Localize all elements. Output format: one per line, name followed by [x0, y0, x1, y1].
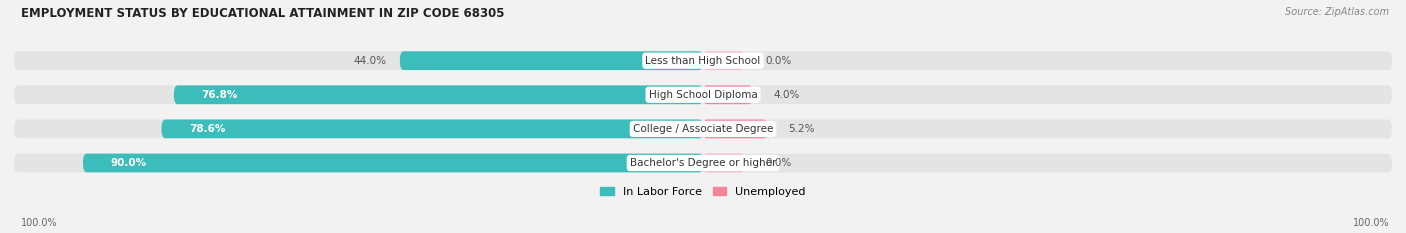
- FancyBboxPatch shape: [14, 86, 1392, 104]
- FancyBboxPatch shape: [174, 86, 703, 104]
- FancyBboxPatch shape: [162, 120, 703, 138]
- FancyBboxPatch shape: [83, 154, 703, 172]
- Text: 76.8%: 76.8%: [201, 90, 238, 100]
- Text: 0.0%: 0.0%: [765, 158, 792, 168]
- Text: 100.0%: 100.0%: [21, 218, 58, 228]
- Text: 78.6%: 78.6%: [188, 124, 225, 134]
- Text: 4.0%: 4.0%: [773, 90, 800, 100]
- FancyBboxPatch shape: [14, 154, 1392, 172]
- FancyBboxPatch shape: [399, 51, 703, 70]
- Legend: In Labor Force, Unemployed: In Labor Force, Unemployed: [596, 182, 810, 201]
- Text: 100.0%: 100.0%: [1353, 218, 1389, 228]
- FancyBboxPatch shape: [703, 120, 768, 138]
- FancyBboxPatch shape: [14, 120, 1392, 138]
- Text: Bachelor's Degree or higher: Bachelor's Degree or higher: [630, 158, 776, 168]
- Text: Less than High School: Less than High School: [645, 56, 761, 66]
- FancyBboxPatch shape: [703, 51, 744, 70]
- Text: 90.0%: 90.0%: [111, 158, 146, 168]
- FancyBboxPatch shape: [703, 86, 752, 104]
- FancyBboxPatch shape: [14, 51, 1392, 70]
- Text: Source: ZipAtlas.com: Source: ZipAtlas.com: [1285, 7, 1389, 17]
- Text: EMPLOYMENT STATUS BY EDUCATIONAL ATTAINMENT IN ZIP CODE 68305: EMPLOYMENT STATUS BY EDUCATIONAL ATTAINM…: [21, 7, 505, 20]
- FancyBboxPatch shape: [703, 154, 744, 172]
- Text: 5.2%: 5.2%: [789, 124, 814, 134]
- Text: High School Diploma: High School Diploma: [648, 90, 758, 100]
- Text: College / Associate Degree: College / Associate Degree: [633, 124, 773, 134]
- Text: 44.0%: 44.0%: [353, 56, 387, 66]
- Text: 0.0%: 0.0%: [765, 56, 792, 66]
